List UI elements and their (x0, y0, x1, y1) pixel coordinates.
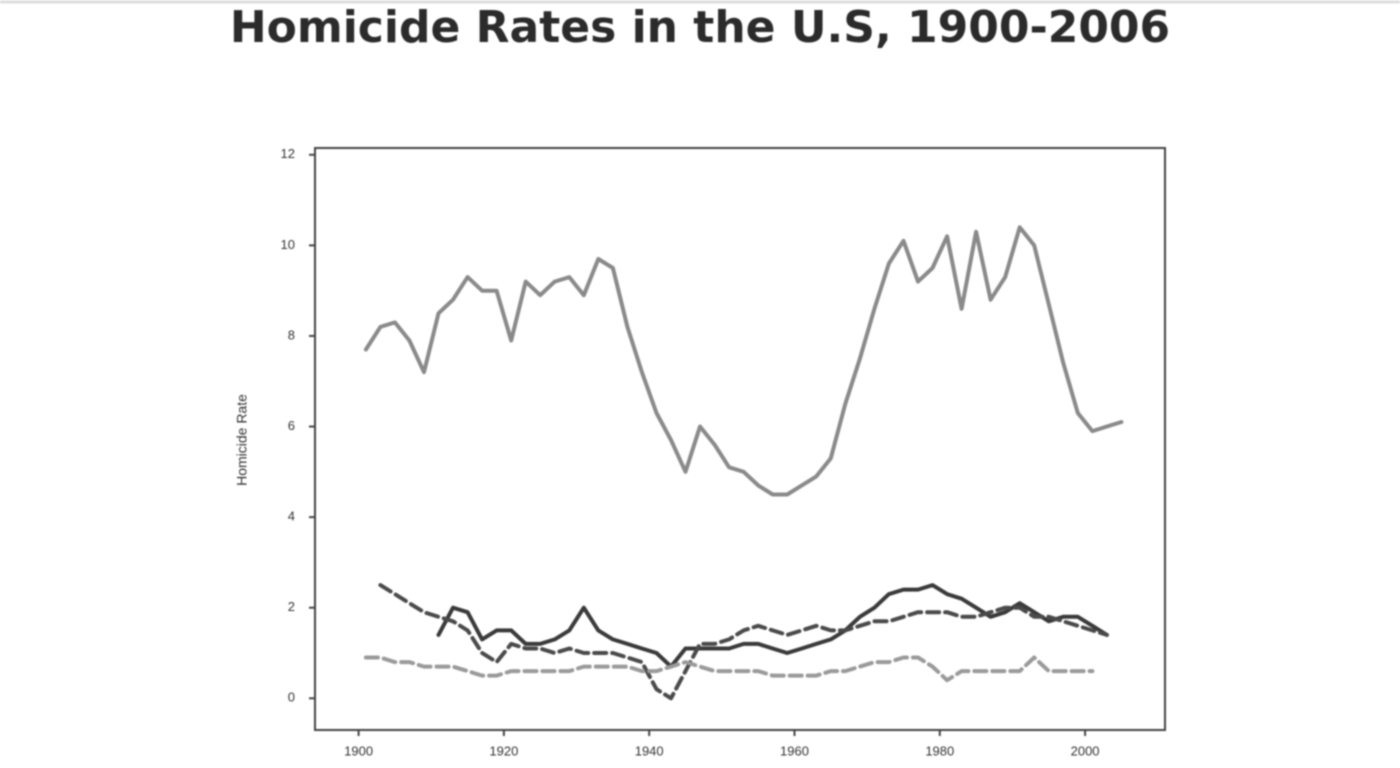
y-tick-label: 6 (288, 418, 295, 433)
y-tick-label: 12 (281, 146, 295, 161)
y-axis-label: Homicide Rate (234, 394, 250, 486)
series-line (363, 655, 1095, 683)
y-tick-label: 4 (288, 509, 295, 524)
x-tick-label: 1920 (489, 743, 518, 758)
plot-frame (314, 147, 1166, 731)
x-tick-label: 1960 (780, 743, 809, 758)
x-tick-label: 1980 (925, 743, 954, 758)
x-tick-label: 1900 (344, 743, 373, 758)
y-tick-label: 8 (288, 327, 295, 342)
series-line (436, 583, 1109, 669)
y-tick-label: 0 (288, 690, 295, 705)
x-tick-label: 2000 (1071, 743, 1100, 758)
y-tick-label: 10 (281, 237, 295, 252)
y-tick-label: 2 (288, 599, 295, 614)
chart-title: Homicide Rates in the U.S, 1900-2006 (230, 2, 1170, 53)
series-line (363, 225, 1124, 497)
x-tick-label: 1940 (635, 743, 664, 758)
series-line (378, 583, 1109, 701)
